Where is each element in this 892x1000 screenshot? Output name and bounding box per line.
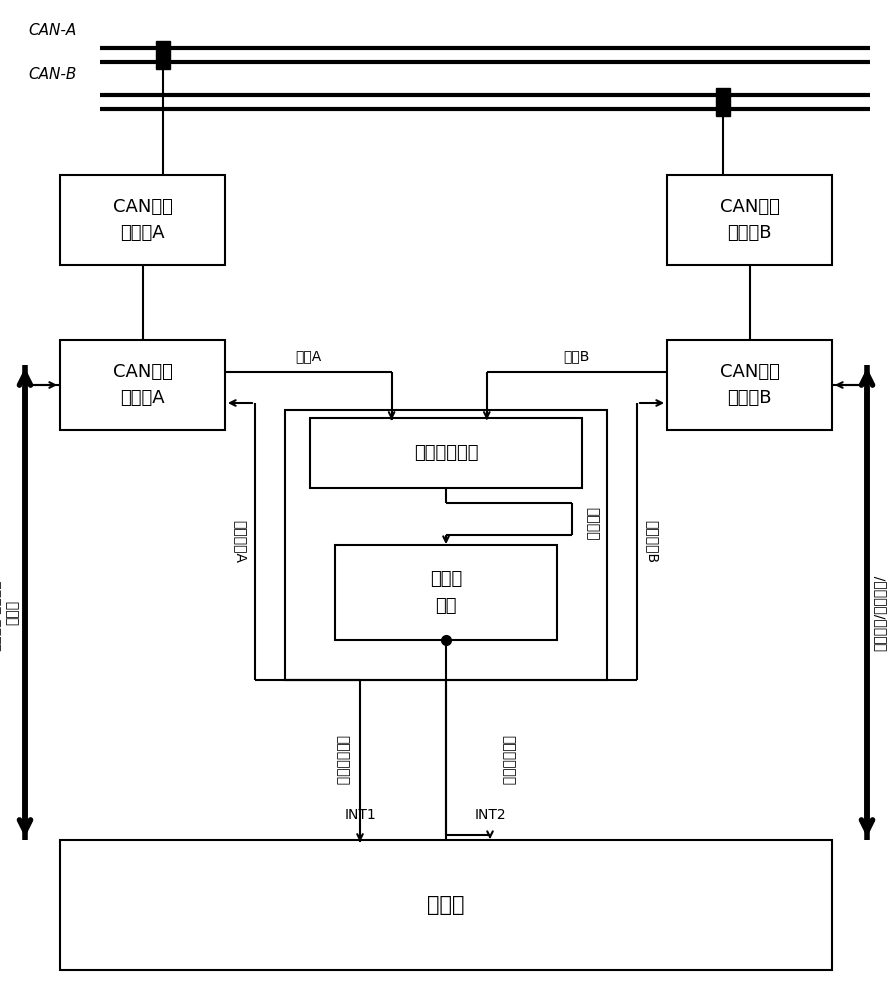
- Text: CAN总线
控制器A: CAN总线 控制器A: [112, 363, 172, 407]
- Bar: [60, 840, 832, 970]
- Text: CAN-B: CAN-B: [28, 67, 77, 82]
- Bar: [60, 340, 225, 430]
- Text: INT1: INT1: [344, 808, 376, 822]
- Text: 硬件看
门狗: 硬件看 门狗: [430, 570, 462, 615]
- Text: 数据接收中断: 数据接收中断: [335, 735, 349, 785]
- Text: CAN-A: CAN-A: [28, 23, 76, 38]
- Text: INT2: INT2: [475, 808, 506, 822]
- Bar: [667, 175, 832, 265]
- Text: 中断A: 中断A: [295, 350, 321, 363]
- Text: 复位信号A: 复位信号A: [233, 520, 247, 563]
- Bar: [60, 175, 225, 265]
- Text: 喚狗指令: 喚狗指令: [585, 507, 599, 541]
- Text: 数据总线/地址总线/
控制线: 数据总线/地址总线/ 控制线: [872, 574, 892, 651]
- Bar: [716, 88, 730, 102]
- Bar: [156, 55, 170, 69]
- Text: 中断处理模块: 中断处理模块: [414, 444, 478, 462]
- Bar: [156, 41, 170, 55]
- Text: 数据总线/地址总线/
控制线: 数据总线/地址总线/ 控制线: [0, 574, 20, 651]
- Text: 故障中断信号: 故障中断信号: [501, 735, 515, 785]
- Bar: [335, 545, 557, 640]
- Bar: [310, 418, 582, 488]
- Bar: [667, 340, 832, 430]
- Text: 中断B: 中断B: [564, 350, 591, 363]
- Text: 处理器: 处理器: [427, 895, 465, 915]
- Text: 复位信号B: 复位信号B: [645, 520, 659, 563]
- Text: CAN总线
收发器A: CAN总线 收发器A: [112, 198, 172, 242]
- Bar: [285, 410, 607, 680]
- Bar: [716, 102, 730, 116]
- Text: CAN总线
收发器B: CAN总线 收发器B: [720, 198, 780, 242]
- Text: CAN总线
控制器B: CAN总线 控制器B: [720, 363, 780, 407]
